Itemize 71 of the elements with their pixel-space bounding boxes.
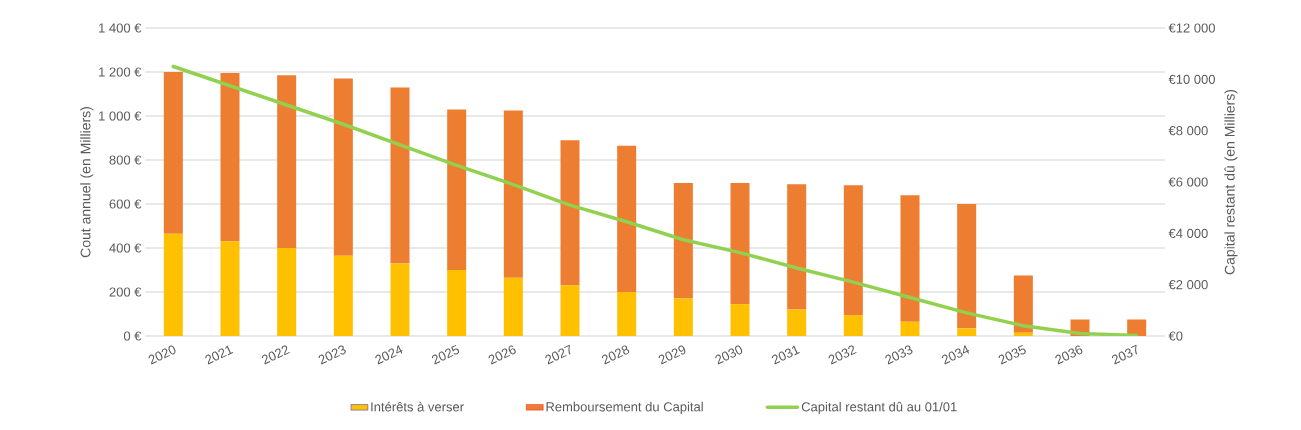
y2-tick-label: €10 000 [1168, 74, 1215, 84]
x-tick-label: 2034 [941, 345, 970, 365]
bar [617, 145, 637, 292]
legend-label: Intérêts à verser [371, 401, 464, 412]
legend-label: Capital restant dû au 01/01 [801, 401, 957, 414]
bar [1013, 275, 1033, 333]
y-tick-label: 400 € [109, 243, 142, 253]
x-tick-label: 2029 [658, 345, 686, 365]
x-tick-label: 2028 [601, 345, 630, 365]
y-axis-title: Cout annuel (en Milliers) [80, 107, 94, 258]
bar [163, 72, 183, 234]
y-tick-label: 800 € [109, 155, 142, 165]
bar [787, 184, 807, 310]
x-tick-label: 2022 [261, 345, 290, 365]
bar [673, 183, 693, 299]
y2-tick-label: €8 000 [1168, 126, 1208, 136]
y-tick-label: 1 400 € [99, 23, 142, 33]
y-tick-label: 600 € [109, 199, 142, 209]
bar [957, 204, 977, 329]
y-tick-label: 0 € [123, 331, 142, 341]
bar [560, 285, 580, 336]
x-tick-label: 2024 [375, 345, 403, 365]
bar [560, 140, 580, 286]
x-tick-label: 2036 [1055, 345, 1083, 365]
bar [843, 315, 863, 336]
y-tick-label: 1 000 € [99, 111, 142, 121]
x-tick-label: 2020 [148, 345, 176, 365]
bar [900, 195, 920, 322]
x-tick-label: 2021 [205, 345, 234, 365]
y2-axis-title: Capital restant dû (en Milliers) [1224, 89, 1238, 275]
bar [447, 270, 467, 336]
y-tick-label: 1 200 € [99, 67, 142, 77]
bar [390, 263, 410, 336]
x-tick-label: 2031 [771, 345, 800, 365]
bar [333, 78, 353, 256]
bar [730, 183, 750, 305]
bar [220, 241, 240, 336]
bar [673, 298, 693, 336]
bar [390, 87, 410, 264]
bar [277, 75, 297, 248]
bar [277, 248, 297, 336]
y2-tick-label: €12 000 [1168, 23, 1215, 33]
x-tick-label: 2030 [715, 345, 743, 365]
bar [503, 110, 523, 278]
bar [787, 309, 807, 336]
x-tick-label: 2035 [998, 344, 1026, 365]
x-tick-label: 2027 [545, 344, 571, 365]
bar [730, 304, 750, 336]
bar [220, 73, 240, 242]
y2-tick-label: €6 000 [1168, 177, 1208, 187]
bar [1013, 332, 1033, 336]
bar [900, 321, 920, 336]
x-tick-label: 2033 [885, 345, 913, 365]
y2-tick-label: €0 [1168, 331, 1183, 341]
x-tick-label: 2023 [318, 345, 346, 365]
bar [503, 277, 523, 336]
bar [957, 328, 977, 336]
x-tick-label: 2026 [488, 345, 516, 365]
x-tick-label: 2037 [1111, 344, 1138, 365]
bar [333, 255, 353, 336]
x-tick-label: 2025 [431, 344, 460, 365]
line-series [171, 64, 1139, 336]
y-tick-label: 200 € [109, 287, 142, 297]
bar [163, 233, 183, 336]
y2-tick-label: €4 000 [1168, 228, 1208, 238]
y2-tick-label: €2 000 [1168, 280, 1208, 290]
x-tick-label: 2032 [828, 345, 857, 365]
bar [843, 185, 863, 316]
bar [617, 292, 637, 336]
bar [447, 109, 467, 270]
legend-label: Remboursement du Capital [546, 401, 703, 414]
